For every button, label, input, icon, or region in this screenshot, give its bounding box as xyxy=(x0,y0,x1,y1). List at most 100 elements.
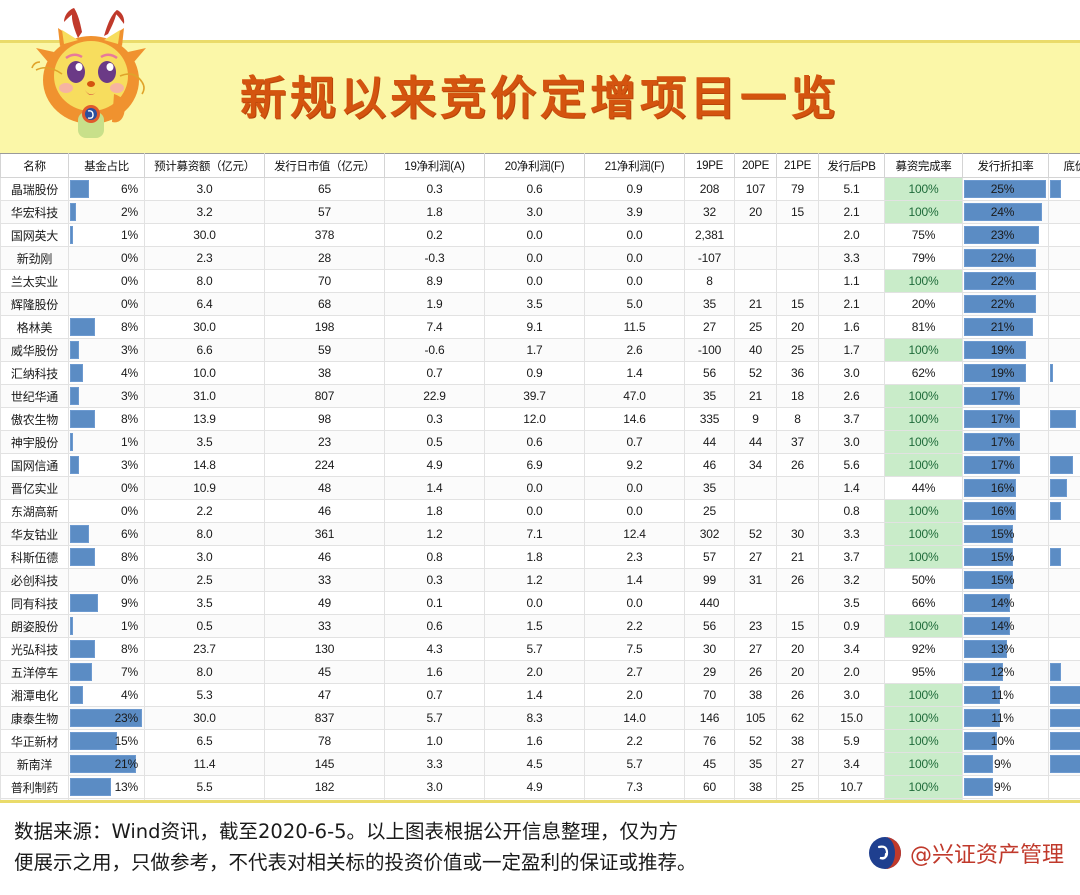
cell-profit19: 0.3 xyxy=(384,568,485,592)
cell-profit21: 2.2 xyxy=(584,614,685,638)
cell-floor-premium-label: 8% xyxy=(1049,456,1080,474)
cell-pe19: 335 xyxy=(684,407,735,431)
cell-pe21: 25 xyxy=(776,338,819,362)
cell-fund-ratio: 0% xyxy=(68,499,145,523)
cell-raise-completion: 50% xyxy=(884,568,963,592)
cell-company-name: 辉隆股份 xyxy=(0,292,69,316)
cell-pe20: 44 xyxy=(734,430,777,454)
cell-floor-premium: 0% xyxy=(1048,200,1080,224)
cell-pb: 3.7 xyxy=(818,545,885,569)
projects-table-container: 名称 基金占比 预计募资额（亿元） 发行日市值（亿元） 19净利润(A) 20净… xyxy=(0,153,1080,895)
cell-issue-discount: 9% xyxy=(962,752,1049,776)
cell-floor-premium-label: 1% xyxy=(1049,364,1080,382)
col-header-profit21: 21净利润(F) xyxy=(584,153,685,178)
cell-company-name: 科斯伍德 xyxy=(0,545,69,569)
cell-issue-mcap: 65 xyxy=(264,177,385,201)
cell-pe20 xyxy=(734,499,777,523)
cell-profit21: 1.4 xyxy=(584,568,685,592)
cell-profit21: 0.9 xyxy=(584,177,685,201)
cell-fund-ratio: 21% xyxy=(68,752,145,776)
cell-fund-ratio-label: 15% xyxy=(114,734,139,748)
cell-issue-discount-label: 9% xyxy=(994,757,1011,771)
cell-issue-mcap: 224 xyxy=(264,453,385,477)
cell-pe20: 107 xyxy=(734,177,777,201)
cell-profit20: 3.5 xyxy=(484,292,585,316)
cell-profit20: 1.4 xyxy=(484,683,585,707)
cell-pe21: 26 xyxy=(776,568,819,592)
cell-issue-discount: 24% xyxy=(962,200,1049,224)
cell-planned-raise: 3.0 xyxy=(144,177,265,201)
cell-floor-premium: 0% xyxy=(1048,775,1080,799)
cell-raise-completion: 20% xyxy=(884,292,963,316)
cell-company-name: 兰太实业 xyxy=(0,269,69,293)
cell-pb: 3.0 xyxy=(818,361,885,385)
cell-raise-completion: 75% xyxy=(884,223,963,247)
cell-planned-raise: 8.0 xyxy=(144,522,265,546)
cell-profit21: 11.5 xyxy=(584,315,685,339)
table-row[interactable]: 世纪华通 3% 31.0 807 22.9 39.7 47.0 35 21 18 2.6 100% 17… xyxy=(0,384,1080,408)
cell-issue-discount-label: 11% xyxy=(991,688,1014,702)
cell-issue-discount-label: 15% xyxy=(990,550,1015,564)
cell-pe21: 20 xyxy=(776,315,819,339)
cell-pe21 xyxy=(776,223,819,247)
cell-raise-completion: 100% xyxy=(884,729,963,753)
table-row[interactable]: 威华股份3%6.659-0.61.72.6-10040251.7100%19%0… xyxy=(0,338,1080,362)
cell-profit19: 8.9 xyxy=(384,269,485,293)
cell-pe20: 21 xyxy=(734,292,777,316)
cell-company-name: 光弘科技 xyxy=(0,637,69,661)
cell-pe21: 15 xyxy=(776,292,819,316)
col-header-name: 名称 xyxy=(0,153,69,178)
cell-pe21: 25 xyxy=(776,775,819,799)
cell-issue-discount-label: 23% xyxy=(990,228,1015,242)
cell-issue-mcap: 33 xyxy=(264,568,385,592)
cell-issue-discount-label: 22% xyxy=(990,297,1015,311)
cell-pe19: 57 xyxy=(684,545,735,569)
cell-planned-raise: 0.5 xyxy=(144,614,265,638)
cell-floor-premium-label: 0% xyxy=(1049,778,1080,796)
cell-profit19: 3.3 xyxy=(384,752,485,776)
cell-issue-discount-label: 19% xyxy=(990,366,1015,380)
cell-issue-mcap: 182 xyxy=(264,775,385,799)
cell-raise-completion: 92% xyxy=(884,637,963,661)
cell-profit21: 0.0 xyxy=(584,499,685,523)
table-row[interactable]: 康泰生物 23% 30.0 837 5.7 8.3 14.0 146 105 62 15.0 100%… xyxy=(0,706,1080,730)
cell-profit21: 9.2 xyxy=(584,453,685,477)
cell-issue-discount-label: 16% xyxy=(990,504,1015,518)
cell-fund-ratio: 23% xyxy=(68,706,145,730)
cell-floor-premium: 0% xyxy=(1048,315,1080,339)
cell-planned-raise: 23.7 xyxy=(144,637,265,661)
cell-issue-discount: 9% xyxy=(962,775,1049,799)
cell-profit21: 14.6 xyxy=(584,407,685,431)
cell-issue-discount-label: 24% xyxy=(990,205,1015,219)
cell-pe19: 32 xyxy=(684,200,735,224)
cell-pe20: 9 xyxy=(734,407,777,431)
cell-profit20: 0.0 xyxy=(484,476,585,500)
col-header-raise-completion: 募资完成率 xyxy=(884,153,963,178)
cell-profit19: 0.3 xyxy=(384,407,485,431)
cell-pb: 3.0 xyxy=(818,430,885,454)
